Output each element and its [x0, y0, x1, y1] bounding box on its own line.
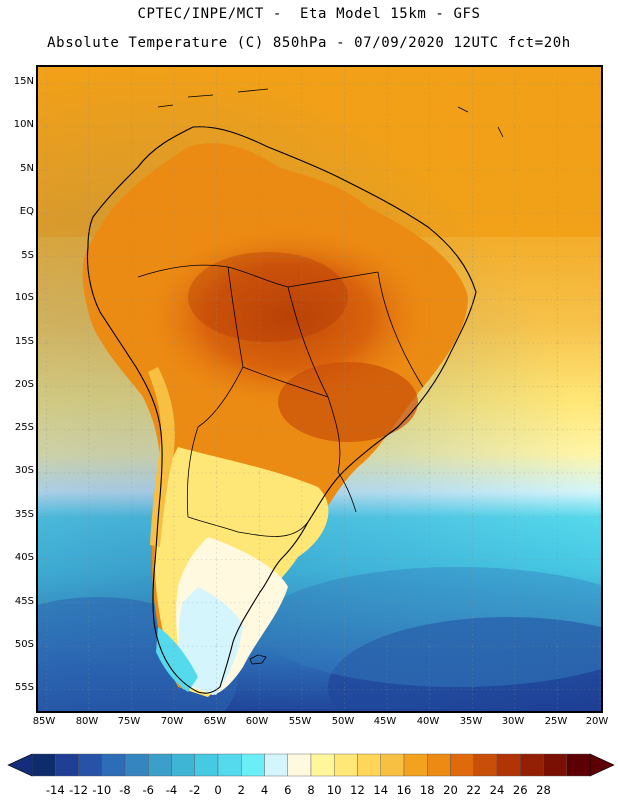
temperature-field [38, 67, 601, 711]
legend-swatch [287, 753, 312, 777]
legend-label: 10 [326, 783, 342, 797]
color-legend [7, 753, 615, 777]
legend-label: 12 [350, 783, 365, 797]
lat-label: 40S [14, 552, 34, 563]
lon-label: 60W [245, 716, 269, 727]
legend-label: -14 [45, 783, 65, 797]
legend-swatch [357, 753, 381, 777]
legend-swatch [194, 753, 219, 777]
legend-swatch [171, 753, 195, 777]
legend-label: 26 [512, 783, 528, 797]
legend-swatch [473, 753, 498, 777]
lon-label: 70W [160, 716, 184, 727]
legend-swatch [334, 753, 358, 777]
legend-label: -10 [92, 783, 112, 797]
lat-label: 35S [14, 509, 34, 520]
lat-label: 30S [14, 465, 34, 476]
legend-swatch [566, 753, 591, 777]
legend-low-arrow [7, 753, 33, 777]
legend-swatch [264, 753, 288, 777]
lat-label: 55S [14, 682, 34, 693]
legend-label: 8 [307, 783, 315, 797]
lon-label: 80W [75, 716, 99, 727]
legend-swatch [55, 753, 79, 777]
lon-label: 20W [585, 716, 609, 727]
legend-label: 24 [489, 783, 505, 797]
legend-label: -12 [69, 783, 88, 797]
legend-swatch [241, 753, 265, 777]
lat-label: EQ [19, 206, 34, 217]
legend-label: -8 [119, 783, 131, 797]
legend-label: 20 [443, 783, 458, 797]
legend-swatch [496, 753, 521, 777]
legend-label: 22 [466, 783, 482, 797]
legend-swatch [124, 753, 149, 777]
legend-swatch [310, 753, 335, 777]
lat-label: 15S [14, 336, 34, 347]
lon-label: 55W [288, 716, 312, 727]
legend-label: 0 [214, 783, 222, 797]
legend-swatch [31, 753, 56, 777]
legend-swatch [380, 753, 405, 777]
lon-label: 65W [203, 716, 227, 727]
legend-label: 18 [419, 783, 435, 797]
legend-label: 2 [237, 783, 245, 797]
legend-label: 28 [536, 783, 551, 797]
lat-label: 5S [21, 250, 34, 261]
temperature-map [36, 65, 603, 713]
lon-label: 30W [501, 716, 525, 727]
legend-label: -6 [142, 783, 154, 797]
lat-label: 20S [14, 379, 34, 390]
legend-swatch [217, 753, 242, 777]
lon-label: 75W [117, 716, 141, 727]
legend-swatch [101, 753, 126, 777]
lat-label: 5N [20, 163, 34, 174]
legend-label: 14 [373, 783, 389, 797]
legend-swatch [450, 753, 474, 777]
lon-label: 50W [331, 716, 355, 727]
lat-label: 50S [14, 639, 34, 650]
legend-label: -2 [189, 783, 201, 797]
legend-label: 4 [260, 783, 269, 797]
legend-swatch [78, 753, 102, 777]
legend-swatch [427, 753, 451, 777]
lon-label: 35W [459, 716, 483, 727]
legend-label: 6 [284, 783, 292, 797]
lon-label: 25W [544, 716, 568, 727]
lon-label: 45W [373, 716, 397, 727]
legend-swatch [520, 753, 544, 777]
title-line-1: CPTEC/INPE/MCT - Eta Model 15km - GFS [137, 6, 481, 22]
lon-label: 40W [416, 716, 440, 727]
lat-label: 45S [14, 596, 34, 607]
legend-swatch [148, 753, 172, 777]
legend-label: 16 [396, 783, 412, 797]
legend-label: -4 [165, 783, 178, 797]
lat-label: 15N [13, 76, 34, 87]
legend-cells [7, 753, 615, 777]
legend-swatch [403, 753, 428, 777]
lat-label: 10S [14, 292, 34, 303]
legend-swatch [543, 753, 567, 777]
title-line-2: Absolute Temperature (C) 850hPa - 07/09/… [47, 35, 571, 51]
lat-label: 25S [14, 422, 34, 433]
lon-label: 85W [32, 716, 56, 727]
lat-label: 10N [13, 119, 34, 130]
legend-high-arrow [589, 753, 615, 777]
